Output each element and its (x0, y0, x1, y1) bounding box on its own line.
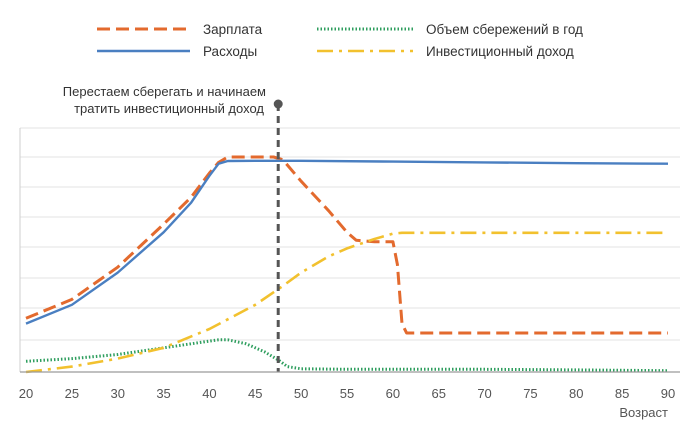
x-tick-label: 90 (661, 386, 675, 401)
series-line-0 (25, 155, 668, 335)
series-line-2 (25, 338, 669, 373)
x-tick-label: 50 (294, 386, 308, 401)
x-tick-label: 65 (431, 386, 445, 401)
x-tick-label: 60 (386, 386, 400, 401)
x-tick-label: 45 (248, 386, 262, 401)
x-tick-label: 80 (569, 386, 583, 401)
series-line-1 (25, 159, 669, 325)
x-tick-label: 55 (340, 386, 354, 401)
legend-label-2: Объем сбережений в год (426, 22, 583, 37)
legend-label-0: Зарплата (203, 22, 263, 37)
x-tick-label: 25 (65, 386, 79, 401)
legend-label-3: Инвестиционный доход (426, 44, 574, 59)
x-tick-label: 20 (19, 386, 33, 401)
legend-label-1: Расходы (203, 44, 257, 59)
annotation-text-line-2: тратить инвестиционный доход (74, 101, 264, 116)
series-line-3 (25, 231, 668, 374)
legend: Зарплата Расходы Объем сбережений в год Инв… (97, 22, 583, 59)
annotation-text-line-1: Перестаем сберегать и начинаем (63, 84, 266, 99)
x-tick-label: 30 (110, 386, 124, 401)
x-axis-title: Возраст (619, 405, 668, 420)
x-tick-label: 75 (523, 386, 537, 401)
grid-lines (19, 127, 680, 372)
x-tick-label: 85 (615, 386, 629, 401)
x-tick-label: 35 (156, 386, 170, 401)
series-lines (25, 155, 669, 374)
x-axis: 20 25 30 35 40 45 50 55 60 65 70 75 80 85 90 (19, 371, 680, 401)
annotation: Перестаем сберегать и начинаем тратить и… (63, 84, 283, 372)
x-tick-label: 70 (477, 386, 491, 401)
annotation-marker (273, 99, 283, 109)
x-tick-label: 40 (202, 386, 216, 401)
